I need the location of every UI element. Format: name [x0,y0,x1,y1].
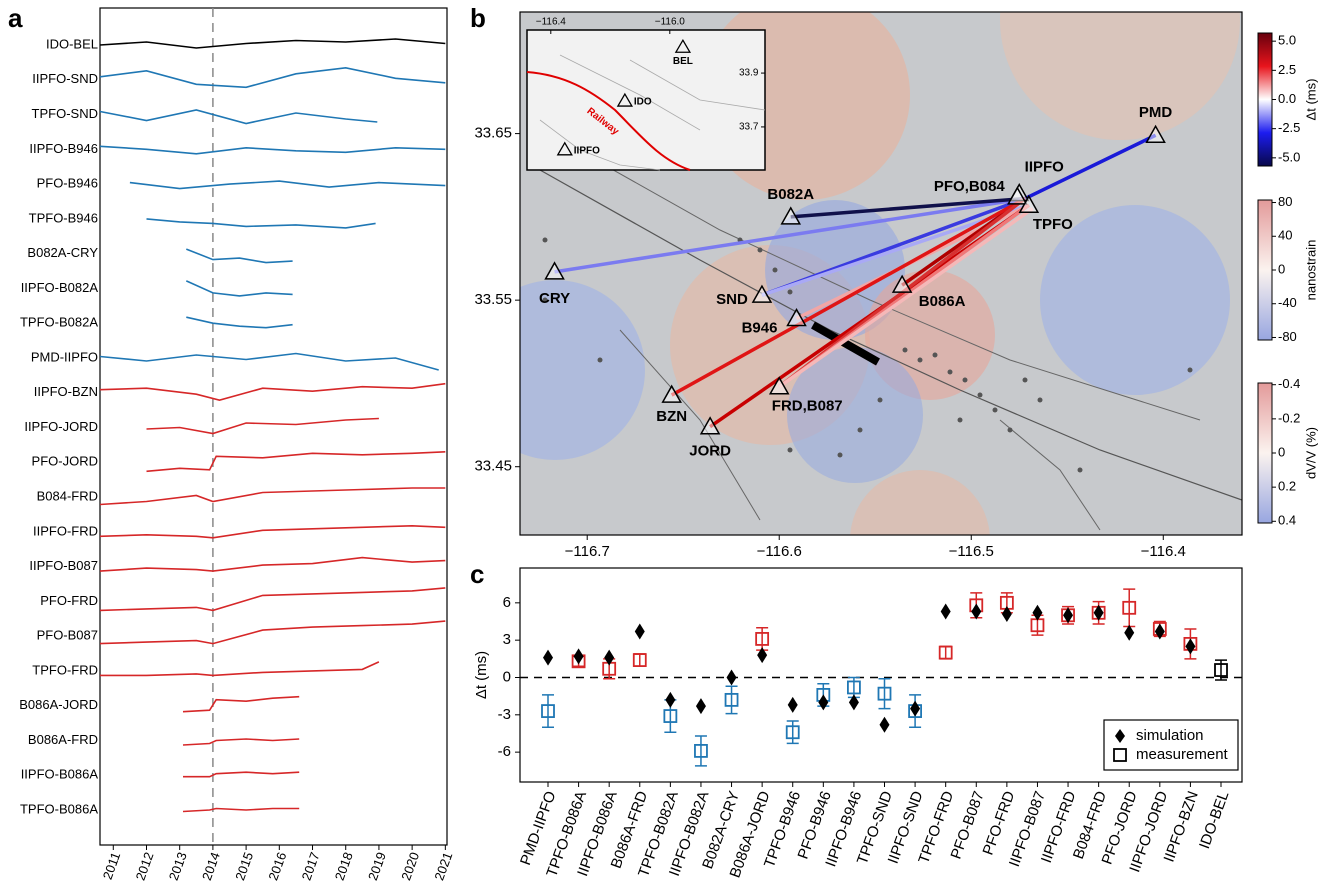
station-label: B086A [919,293,966,310]
trace-label: B086A-JORD [19,697,98,712]
station-label: CRY [539,290,570,307]
colorbar-label: dV/V (%) [1303,427,1318,479]
y-tick-label: 33.55 [474,291,512,308]
trace-label: IIPFO-JORD [24,419,98,434]
page: Railway −116.4−116.033.933.7BELIDOIIPFO … [0,0,1329,888]
colorbar-tick-label: 0.2 [1278,479,1296,494]
trace-label: PFO-B087 [37,628,98,643]
colorbar-tick-label: -40 [1278,295,1297,310]
trace-label: IDO-BEL [46,36,98,51]
panel-label: b [470,3,486,33]
trace-label: TPFO-FRD [32,662,98,677]
colorbar-tick-label: 0.0 [1278,91,1296,106]
colorbar [1258,200,1272,340]
trace-label: IIPFO-B082A [21,280,99,295]
legend-label: measurement [1136,746,1229,763]
colorbar-tick-label: 0 [1278,261,1285,276]
inset-y-tick-label: 33.7 [739,122,759,133]
trace-label: IIPFO-SND [32,71,98,86]
trace-label: IIPFO-B946 [29,141,98,156]
colorbar-tick-label: 0.4 [1278,513,1296,528]
colorbar [1258,33,1272,166]
colorbar-tick-label: -2.5 [1278,120,1300,135]
inset-y-tick-label: 33.9 [739,68,759,79]
station-label: TPFO [1033,216,1073,233]
station-label: B082A [767,186,814,203]
trace-label: TPFO-B086A [20,801,98,816]
y-tick-label: -6 [498,743,511,760]
station-label: PMD [1139,104,1173,121]
trace-label: B084-FRD [37,488,98,503]
y-tick-label: 33.65 [474,125,512,142]
station-label: SND [716,291,748,308]
panel-label: a [8,3,23,33]
strain-blob [1040,205,1230,395]
trace-label: IIPFO-FRD [33,523,98,538]
inset-station-label: BEL [673,56,693,67]
colorbar-label: Δt (ms) [1303,79,1318,121]
colorbar-tick-label: 5.0 [1278,33,1296,48]
colorbar-tick-label: 0 [1278,444,1285,459]
station-label: IIPFO [1025,159,1065,176]
colorbar [1258,383,1272,523]
trace-label: TPFO-B082A [20,315,98,330]
colorbar-tick-label: 40 [1278,228,1292,243]
colorbar-tick-label: 2.5 [1278,62,1296,77]
panel-label: c [470,559,484,589]
station-label: B946 [742,319,778,336]
trace-label: IIPFO-B087 [29,558,98,573]
colorbar-tick-label: 80 [1278,194,1292,209]
colorbar-tick-label: -5.0 [1278,149,1300,164]
trace-label: B086A-FRD [28,732,98,747]
station-label: JORD [689,443,731,460]
inset-station-label: IIPFO [574,145,600,156]
inset-x-tick-label: −116.0 [655,17,686,28]
x-tick-label: −116.6 [757,543,802,560]
station-label: FRD,B087 [772,398,843,415]
y-tick-label: 0 [503,668,511,685]
trace-label: PMD-IIPFO [31,349,98,364]
y-tick-label: 3 [503,631,511,648]
inset-station-label: IDO [634,97,652,108]
colorbar-tick-label: -0.2 [1278,410,1300,425]
colorbar-tick-label: -0.4 [1278,376,1300,391]
colorbar-label: nanostrain [1303,240,1318,301]
x-tick-label: −116.7 [565,543,610,560]
station-label: BZN [656,408,687,425]
station-label: PFO,B084 [934,178,1006,195]
trace-label: PFO-FRD [40,593,98,608]
trace-label: B082A-CRY [27,245,98,260]
y-axis-label: Δt (ms) [473,651,490,699]
legend-label: simulation [1136,727,1204,744]
x-tick-label: −116.4 [1141,543,1186,560]
figure: Railway −116.4−116.033.933.7BELIDOIIPFO … [0,0,1329,888]
trace-label: TPFO-SND [32,106,98,121]
trace-label: IIPFO-B086A [21,767,99,782]
trace-label: PFO-B946 [37,176,98,191]
trace-label: IIPFO-BZN [34,384,98,399]
y-tick-label: -3 [498,706,511,723]
trace-label: PFO-JORD [32,454,98,469]
colorbar-tick-label: -80 [1278,329,1297,344]
trace-label: TPFO-B946 [29,210,98,225]
y-tick-label: 6 [503,594,511,611]
x-tick-label: −116.5 [949,543,994,560]
y-tick-label: 33.45 [474,458,512,475]
inset-x-tick-label: −116.4 [536,17,567,28]
